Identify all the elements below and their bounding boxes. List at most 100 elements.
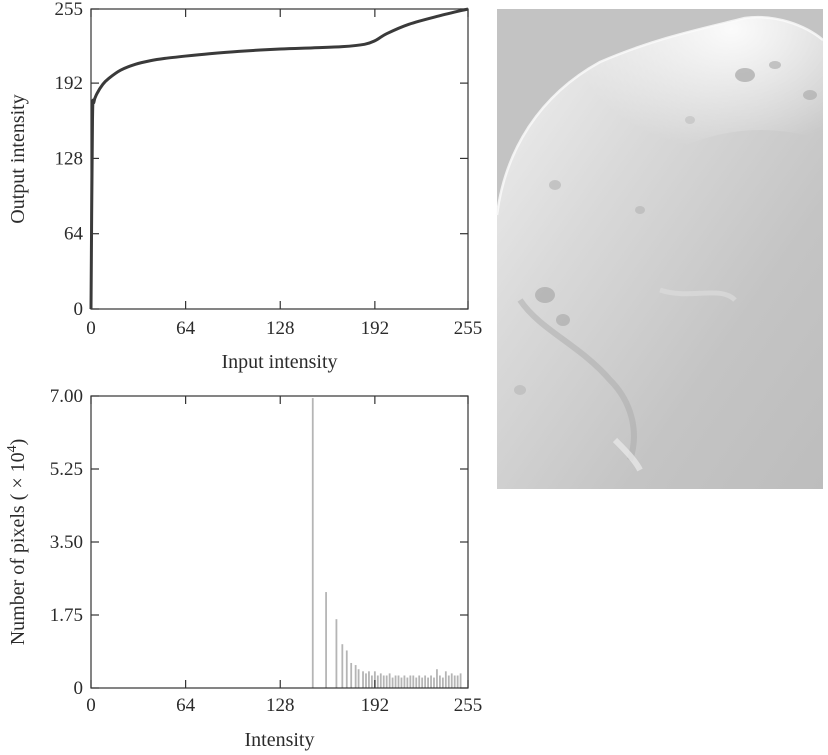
x-tick-label-top: 64	[176, 318, 196, 339]
plot-frame-top	[90, 8, 469, 310]
histogram-bar	[403, 675, 406, 688]
histogram-bar	[418, 675, 421, 688]
histogram-bar	[345, 650, 348, 688]
histogram-bar	[368, 671, 370, 688]
crater	[549, 180, 561, 190]
y-tick-label-top: 0	[74, 299, 84, 320]
histogram-bar	[362, 671, 364, 688]
histogram-bar	[456, 675, 459, 688]
y-axis-label-times: × 10	[7, 452, 29, 493]
y-tick-label-top: 255	[55, 0, 84, 20]
y-tick-bottom: 1.75	[50, 605, 468, 626]
y-axis-label-bottom: Number of pixels ( × 104)	[5, 439, 29, 646]
x-tick-label-bottom: 128	[266, 695, 295, 716]
crater	[635, 206, 645, 214]
x-tick-label-top: 0	[86, 318, 96, 339]
histogram-bar	[311, 398, 314, 688]
x-tick-bottom: 192	[361, 396, 390, 716]
histogram-bar	[371, 675, 373, 688]
histogram-bar	[459, 673, 462, 688]
y-tick-bottom: 7.00	[50, 386, 468, 407]
histogram-bar	[453, 675, 456, 688]
histogram-bar	[400, 677, 403, 688]
transformation-curve	[89, 7, 469, 310]
histogram-bar	[335, 619, 338, 688]
histogram-bar	[394, 675, 397, 688]
x-tick-bottom: 0	[86, 396, 96, 716]
crater	[556, 314, 570, 326]
crater	[769, 61, 781, 69]
y-axis-label-prefix: Number of pixels (	[7, 493, 29, 645]
histogram-bar	[424, 675, 427, 688]
x-tick-label-top: 192	[361, 318, 390, 339]
histogram-bar	[376, 675, 379, 688]
x-tick-top: 128	[266, 9, 295, 339]
histogram-bar	[415, 677, 418, 688]
histogram-bar	[409, 675, 412, 688]
moon-limb-edge	[495, 15, 824, 216]
histogram-bars	[311, 398, 462, 688]
histogram-bar	[350, 662, 353, 688]
y-tick-label-top: 192	[55, 73, 84, 94]
y-tick-bottom: 5.25	[50, 459, 468, 480]
y-tick-bottom: 0	[74, 678, 468, 699]
histogram-bar	[444, 671, 447, 688]
crater	[735, 68, 755, 82]
histogram-bar	[412, 675, 415, 688]
moon-ridge	[517, 298, 637, 461]
x-axis-label-top: Input intensity	[221, 351, 337, 373]
x-tick-bottom: 255	[454, 396, 483, 716]
crater	[685, 116, 695, 124]
y-tick-label-bottom: 7.00	[50, 386, 83, 407]
y-ticks-top: 0 64 128 192 255	[55, 0, 468, 320]
y-tick-label-bottom: 1.75	[50, 605, 83, 626]
x-ticks-bottom: 0 64 128 192 255	[86, 396, 482, 716]
x-tick-label-top: 255	[454, 318, 483, 339]
x-tick-label-bottom: 0	[86, 695, 96, 716]
y-tick-label-bottom: 3.50	[50, 532, 83, 553]
moon-ridge-2	[659, 287, 737, 302]
crater	[514, 385, 526, 395]
x-tick-top: 64	[176, 9, 196, 339]
moon-image	[495, 9, 824, 489]
x-tick-label-bottom: 255	[454, 695, 483, 716]
y-tick-label-bottom: 5.25	[50, 459, 83, 480]
histogram-bar	[427, 677, 429, 688]
histogram-bar	[397, 675, 400, 688]
y-tick-top: 128	[55, 148, 468, 169]
x-tick-bottom: 128	[266, 396, 295, 716]
histogram-bar	[439, 675, 441, 688]
crater	[803, 90, 817, 100]
x-ticks-top: 0 64 128 192 255	[86, 9, 482, 339]
histogram-bar	[382, 675, 385, 688]
y-tick-top: 255	[55, 0, 468, 20]
y-tick-label-top: 64	[64, 224, 84, 245]
histogram-bar	[450, 673, 453, 688]
histogram-bar	[357, 669, 360, 688]
histogram-bar	[421, 677, 424, 688]
plot-frame-bottom	[90, 395, 469, 689]
x-tick-label-bottom: 64	[176, 695, 196, 716]
y-ticks-bottom: 0 1.75 3.50 5.25 7.00	[50, 386, 468, 699]
x-axis-label-bottom: Intensity	[245, 729, 315, 751]
histogram-bar	[388, 673, 391, 688]
histogram-bar	[391, 677, 394, 688]
histogram-bar	[430, 675, 432, 688]
crater	[535, 287, 555, 303]
y-axis-label-suffix: )	[7, 439, 29, 446]
x-tick-top: 192	[361, 9, 390, 339]
x-tick-label-bottom: 192	[361, 695, 390, 716]
y-axis-label-top: Output intensity	[7, 94, 29, 223]
histogram-bar	[365, 673, 367, 688]
y-tick-top: 64	[64, 224, 468, 245]
y-axis-label-exponent: 4	[5, 445, 20, 452]
y-tick-top: 192	[55, 73, 468, 94]
histogram-bar	[385, 675, 388, 688]
histogram-bar	[354, 665, 357, 688]
x-tick-label-top: 128	[266, 318, 295, 339]
histogram-bar	[441, 677, 444, 688]
x-tick-bottom: 64	[176, 396, 196, 716]
histogram-bar	[341, 644, 344, 688]
histogram-bar	[433, 677, 435, 688]
